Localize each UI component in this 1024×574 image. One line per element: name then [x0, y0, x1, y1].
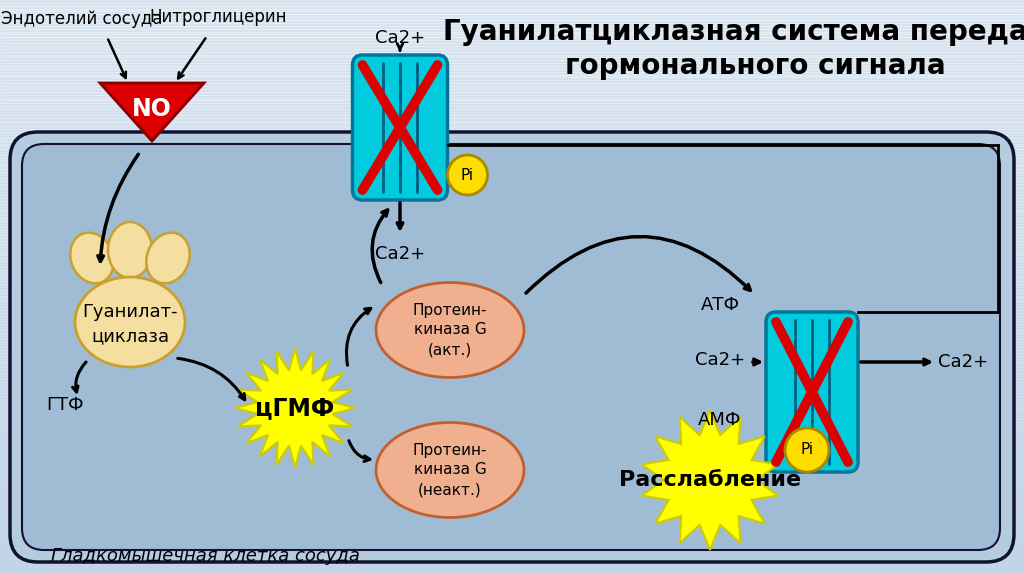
Bar — [0, 319, 1024, 321]
Bar — [0, 210, 1024, 212]
Bar — [0, 9, 1024, 11]
Bar — [0, 456, 1024, 459]
Bar — [0, 95, 1024, 98]
Bar — [0, 29, 1024, 32]
Bar — [0, 230, 1024, 232]
Bar — [0, 313, 1024, 316]
Bar — [0, 537, 1024, 540]
Bar — [0, 376, 1024, 379]
Bar — [0, 172, 1024, 175]
Bar — [0, 290, 1024, 293]
Bar — [0, 324, 1024, 327]
Bar — [0, 287, 1024, 290]
Bar — [0, 565, 1024, 568]
Bar — [0, 138, 1024, 141]
Bar — [0, 75, 1024, 77]
Bar — [0, 129, 1024, 132]
Bar — [0, 540, 1024, 542]
Bar — [0, 534, 1024, 537]
Bar — [0, 330, 1024, 333]
Bar — [0, 146, 1024, 149]
Bar — [0, 491, 1024, 494]
Bar — [0, 468, 1024, 471]
Bar — [0, 69, 1024, 72]
Bar — [0, 519, 1024, 522]
Bar — [0, 132, 1024, 135]
Bar — [0, 353, 1024, 356]
Bar — [0, 359, 1024, 362]
Bar — [0, 568, 1024, 571]
Bar — [0, 339, 1024, 342]
FancyBboxPatch shape — [10, 132, 1014, 562]
Bar — [0, 554, 1024, 557]
Bar — [0, 321, 1024, 324]
Bar — [0, 32, 1024, 34]
Bar — [0, 410, 1024, 413]
Bar — [0, 347, 1024, 350]
Bar — [0, 227, 1024, 230]
Bar — [0, 542, 1024, 545]
Bar — [0, 379, 1024, 382]
Text: Ca2+: Ca2+ — [375, 29, 425, 47]
Bar — [0, 385, 1024, 387]
Bar — [0, 238, 1024, 241]
Bar — [0, 425, 1024, 428]
Bar — [0, 462, 1024, 465]
Bar — [0, 258, 1024, 261]
Bar — [0, 98, 1024, 100]
Bar — [0, 419, 1024, 422]
Bar — [0, 89, 1024, 92]
Text: Протеин-
киназа G
(акт.): Протеин- киназа G (акт.) — [413, 302, 487, 357]
Ellipse shape — [146, 232, 189, 284]
Bar — [0, 244, 1024, 247]
Bar — [0, 482, 1024, 485]
Bar — [0, 141, 1024, 144]
Bar — [0, 416, 1024, 419]
Bar — [0, 46, 1024, 49]
Bar — [0, 439, 1024, 442]
Bar — [0, 166, 1024, 169]
Bar — [0, 508, 1024, 511]
Bar — [0, 83, 1024, 86]
Bar — [0, 471, 1024, 474]
Bar — [0, 488, 1024, 491]
Bar — [0, 433, 1024, 436]
Bar — [0, 118, 1024, 121]
Bar — [0, 60, 1024, 63]
Polygon shape — [642, 410, 778, 550]
Bar — [0, 178, 1024, 181]
Bar — [0, 189, 1024, 192]
Bar — [0, 144, 1024, 146]
Bar — [0, 307, 1024, 310]
Bar — [0, 77, 1024, 80]
Bar — [0, 23, 1024, 26]
Bar — [0, 34, 1024, 37]
Ellipse shape — [376, 422, 524, 518]
Bar — [0, 221, 1024, 224]
Bar — [0, 560, 1024, 563]
Bar — [0, 390, 1024, 393]
Bar — [0, 465, 1024, 468]
Text: Расслабление: Расслабление — [618, 470, 801, 490]
Bar — [0, 161, 1024, 164]
Bar — [0, 66, 1024, 69]
Bar — [0, 333, 1024, 336]
Text: Ca2+: Ca2+ — [938, 353, 988, 371]
Bar — [0, 40, 1024, 43]
Bar — [0, 522, 1024, 525]
Bar — [0, 103, 1024, 106]
Bar — [0, 207, 1024, 210]
Bar — [0, 511, 1024, 514]
Bar — [0, 445, 1024, 448]
Bar — [0, 557, 1024, 560]
Bar — [0, 218, 1024, 221]
FancyBboxPatch shape — [22, 144, 1000, 550]
Bar — [0, 356, 1024, 359]
Text: Pi: Pi — [461, 168, 474, 183]
Bar — [0, 362, 1024, 364]
Bar — [0, 448, 1024, 451]
Bar — [0, 428, 1024, 430]
Bar — [0, 494, 1024, 497]
Bar — [0, 80, 1024, 83]
